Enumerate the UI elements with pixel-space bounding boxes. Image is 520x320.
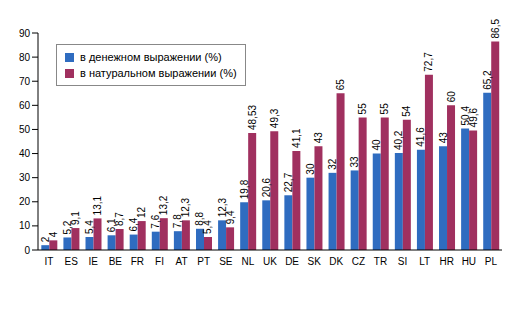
svg-text:41,1: 41,1 xyxy=(291,128,302,148)
svg-text:13,1: 13,1 xyxy=(92,196,103,216)
svg-text:AT: AT xyxy=(176,256,188,267)
svg-text:32: 32 xyxy=(327,158,338,170)
svg-text:72,7: 72,7 xyxy=(423,52,434,72)
svg-text:30: 30 xyxy=(19,172,31,183)
svg-text:48,53: 48,53 xyxy=(247,105,258,130)
svg-text:FI: FI xyxy=(155,256,164,267)
svg-text:70: 70 xyxy=(19,76,31,87)
html-text:в натуральном выражении (%): в натуральном выражении (%) xyxy=(80,67,237,79)
svg-text:5,2: 5,2 xyxy=(61,220,73,235)
svg-text:DE: DE xyxy=(285,256,299,267)
svg-text:BE: BE xyxy=(109,256,123,267)
svg-text:40: 40 xyxy=(371,139,382,151)
svg-text:LT: LT xyxy=(419,256,430,267)
svg-text:86,5: 86,5 xyxy=(490,19,501,39)
svg-text:50,4: 50,4 xyxy=(459,106,471,126)
svg-text:60: 60 xyxy=(446,91,457,103)
svg-text:40,2: 40,2 xyxy=(393,130,404,150)
svg-text:55: 55 xyxy=(379,103,390,115)
svg-text:90: 90 xyxy=(19,28,31,39)
svg-text:30: 30 xyxy=(305,163,316,175)
svg-text:65,2: 65,2 xyxy=(482,70,493,90)
svg-text:UK: UK xyxy=(263,256,277,267)
html-text:в денежном выражении (%): в денежном выражении (%) xyxy=(80,51,222,63)
svg-text:6,4: 6,4 xyxy=(128,217,139,231)
svg-text:SE: SE xyxy=(219,256,233,267)
svg-text:54: 54 xyxy=(401,105,412,117)
svg-text:49,6: 49,6 xyxy=(468,108,479,128)
svg-text:2: 2 xyxy=(39,236,51,243)
svg-text:IT: IT xyxy=(45,256,54,267)
svg-text:50: 50 xyxy=(19,124,31,135)
svg-text:13,2: 13,2 xyxy=(158,195,169,215)
svg-text:19,8: 19,8 xyxy=(239,179,250,199)
svg-text:22,7: 22,7 xyxy=(283,172,294,192)
svg-text:80: 80 xyxy=(19,52,31,63)
svg-text:4: 4 xyxy=(48,231,59,237)
svg-text:10: 10 xyxy=(19,220,31,231)
svg-text:FR: FR xyxy=(131,256,144,267)
svg-text:60: 60 xyxy=(19,100,31,111)
svg-text:41,6: 41,6 xyxy=(415,127,426,147)
svg-text:43: 43 xyxy=(313,132,324,144)
svg-text:12,3: 12,3 xyxy=(216,197,228,218)
svg-text:CZ: CZ xyxy=(352,256,365,267)
svg-text:7,8: 7,8 xyxy=(172,214,184,229)
svg-text:20,6: 20,6 xyxy=(261,177,272,197)
svg-text:PL: PL xyxy=(485,256,498,267)
svg-text:55: 55 xyxy=(357,103,368,115)
svg-text:PT: PT xyxy=(197,256,210,267)
svg-text:65: 65 xyxy=(335,79,346,91)
svg-text:HR: HR xyxy=(440,256,454,267)
svg-text:12: 12 xyxy=(136,207,147,219)
svg-text:HU: HU xyxy=(462,256,476,267)
svg-text:8,7: 8,7 xyxy=(114,212,125,226)
svg-text:SI: SI xyxy=(398,256,407,267)
svg-text:IE: IE xyxy=(89,256,99,267)
svg-text:5,4: 5,4 xyxy=(202,220,213,234)
svg-text:9,1: 9,1 xyxy=(70,211,81,225)
svg-text:5,4: 5,4 xyxy=(84,220,95,234)
svg-text:SK: SK xyxy=(308,256,322,267)
svg-text:12,3: 12,3 xyxy=(180,197,191,217)
svg-text:20: 20 xyxy=(19,196,31,207)
svg-text:9,4: 9,4 xyxy=(225,210,236,224)
svg-text:NL: NL xyxy=(242,256,255,267)
svg-text:DK: DK xyxy=(329,256,343,267)
svg-text:43: 43 xyxy=(438,132,449,144)
svg-text:8,8: 8,8 xyxy=(194,211,206,226)
svg-text:33: 33 xyxy=(349,156,360,168)
svg-text:49,3: 49,3 xyxy=(269,108,280,128)
svg-text:TR: TR xyxy=(374,256,387,267)
svg-text:7,6: 7,6 xyxy=(150,214,161,228)
svg-text:40: 40 xyxy=(19,148,31,159)
svg-text:ES: ES xyxy=(64,256,78,267)
svg-text:0: 0 xyxy=(24,245,30,256)
svg-text:6,1: 6,1 xyxy=(106,218,118,233)
